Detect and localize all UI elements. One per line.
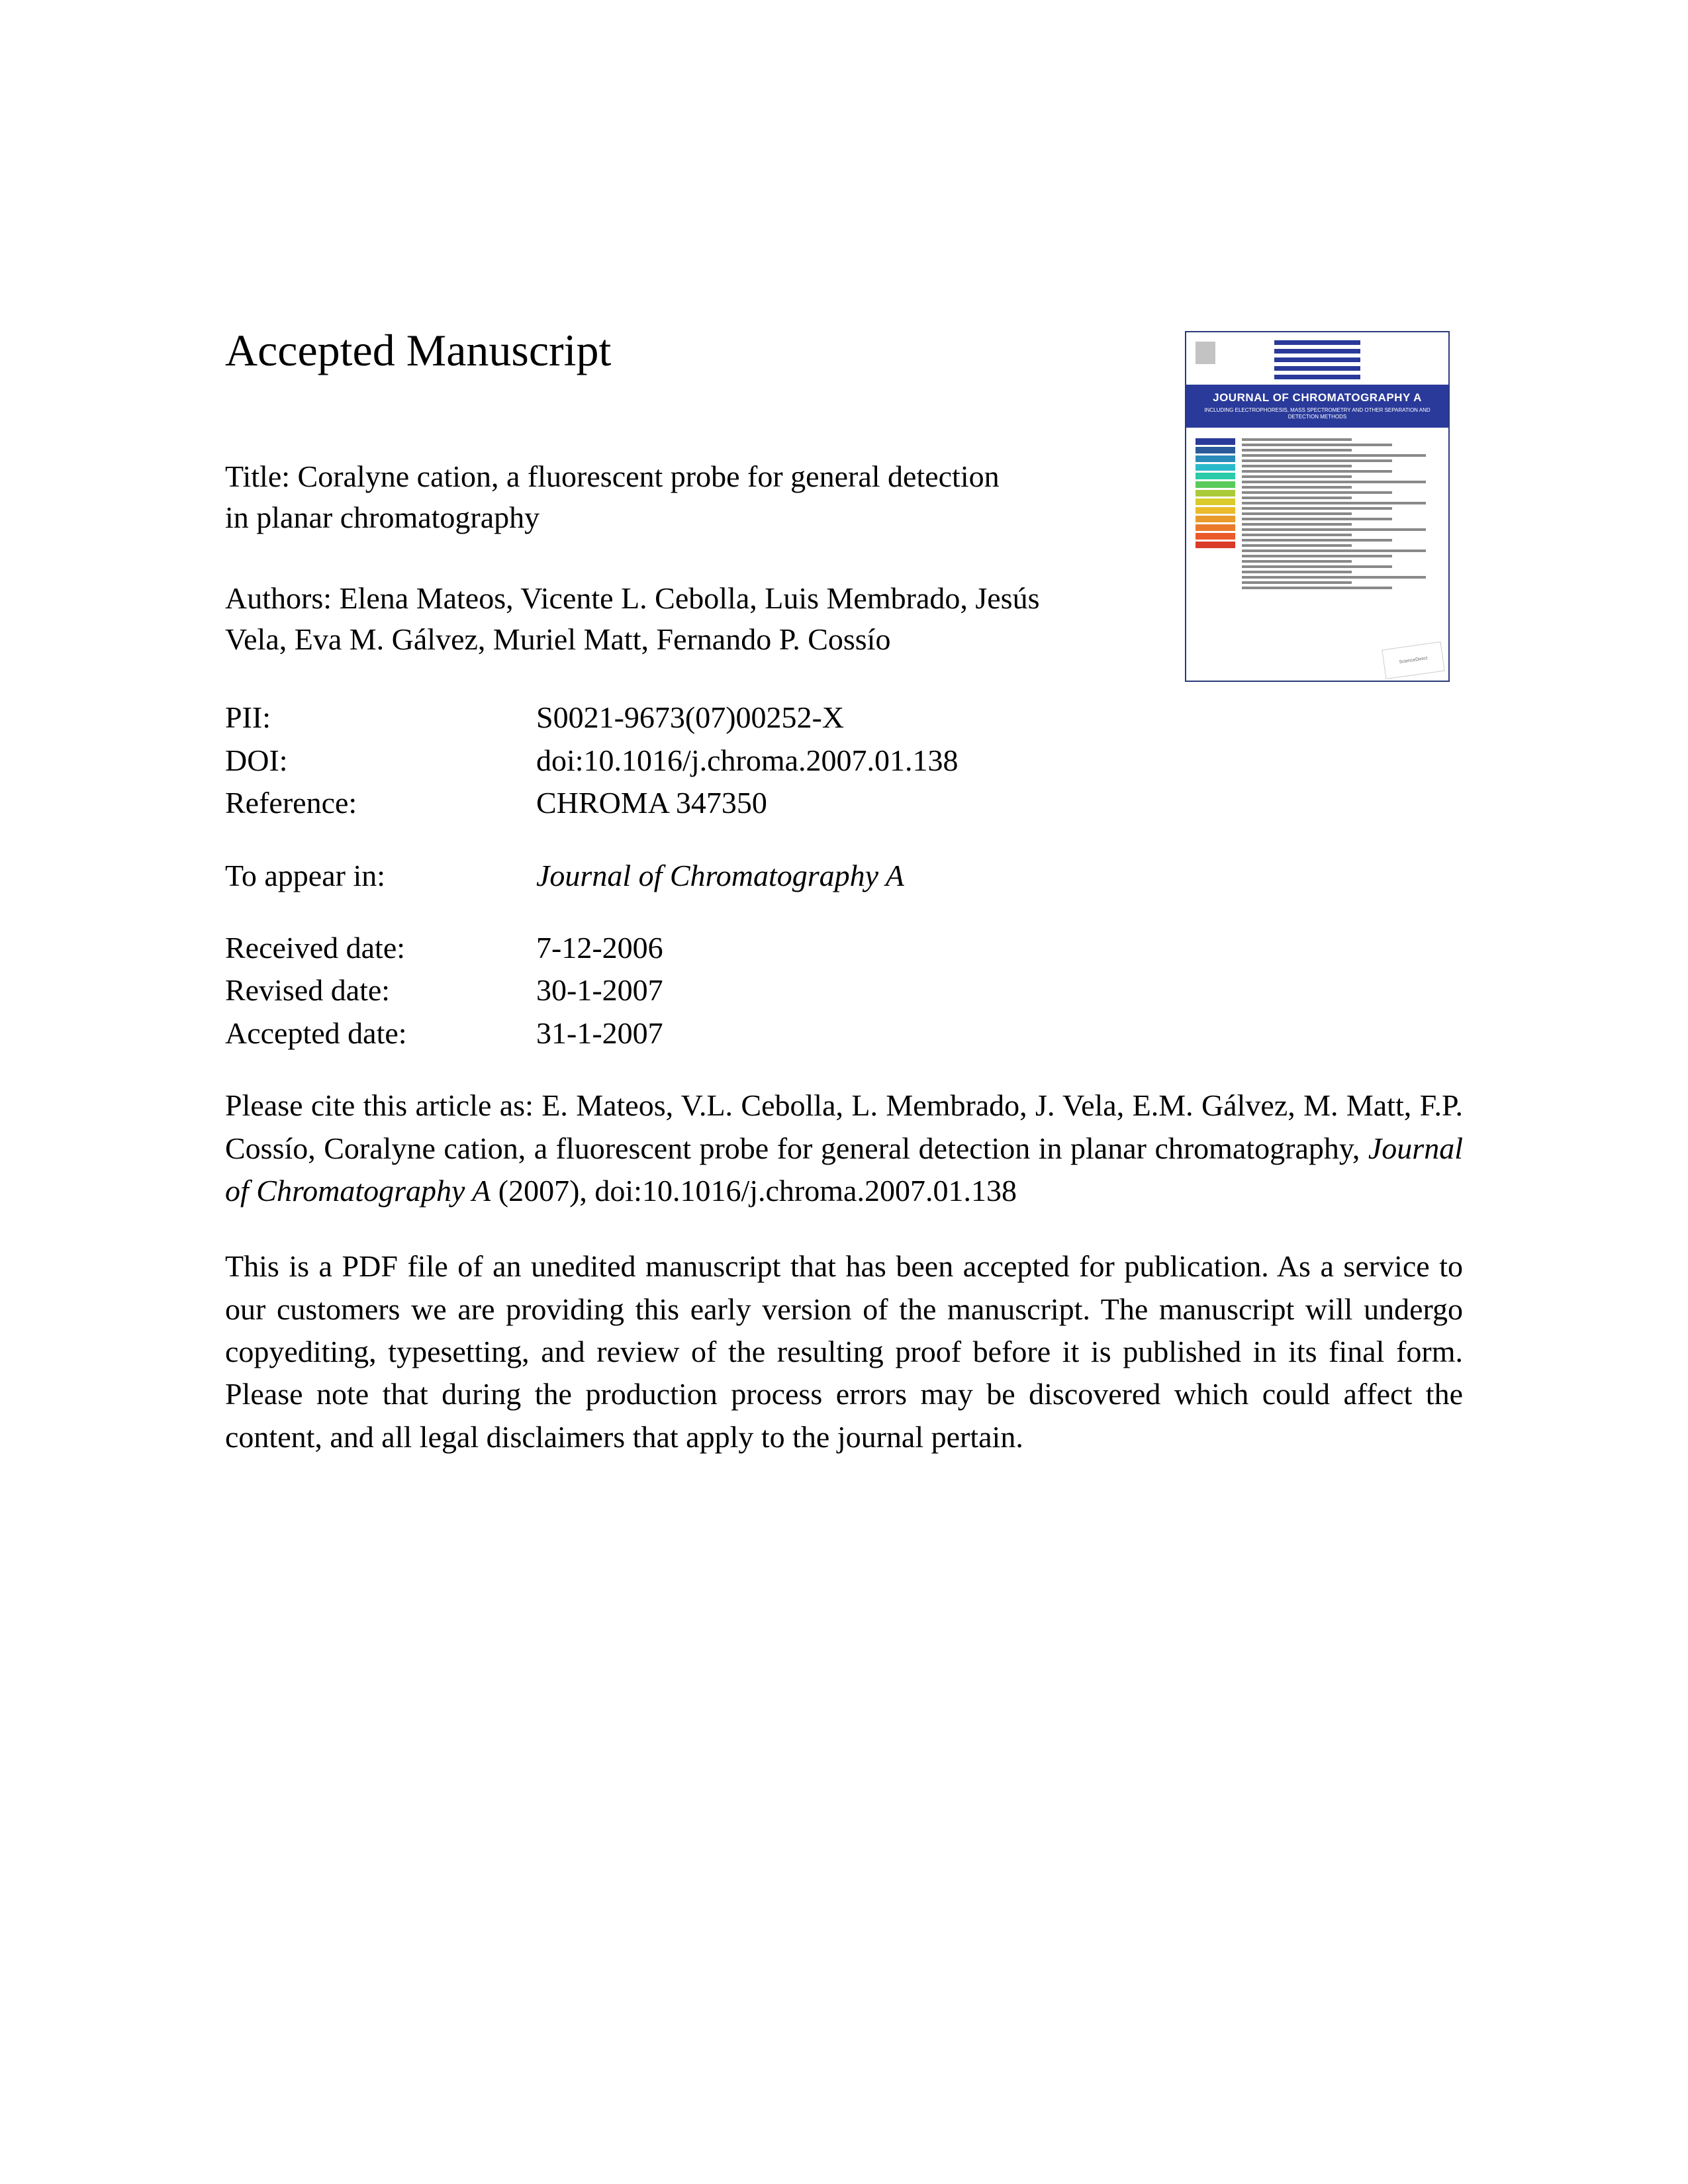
meta-row-doi: DOI: doi:10.1016/j.chroma.2007.01.138 xyxy=(225,739,1463,782)
cover-subtitle: INCLUDING ELECTROPHORESIS, MASS SPECTROM… xyxy=(1190,407,1444,420)
accepted-label: Accepted date: xyxy=(225,1012,536,1055)
spectrum-bar xyxy=(1196,533,1235,540)
spectrum-bar xyxy=(1196,542,1235,548)
elsevier-logo-icon xyxy=(1196,342,1215,364)
accepted-value: 31-1-2007 xyxy=(536,1012,663,1055)
cover-spectrum-bars xyxy=(1196,434,1235,653)
doi-label: DOI: xyxy=(225,739,536,782)
title-text: Coralyne cation, a fluorescent probe for… xyxy=(225,459,1000,534)
pii-value: S0021-9673(07)00252-X xyxy=(536,696,844,739)
pii-label: PII: xyxy=(225,696,536,739)
cover-title-band: JOURNAL OF CHROMATOGRAPHY A INCLUDING EL… xyxy=(1186,385,1448,428)
meta-row-accepted: Accepted date: 31-1-2007 xyxy=(225,1012,1463,1055)
title-label: Title: xyxy=(225,459,290,493)
meta-row-pii: PII: S0021-9673(07)00252-X xyxy=(225,696,1463,739)
authors-label: Authors: xyxy=(225,581,332,615)
spectrum-bar xyxy=(1196,447,1235,453)
spectrum-bar xyxy=(1196,524,1235,531)
cover-body xyxy=(1186,428,1448,659)
cover-top-bars xyxy=(1274,340,1360,379)
meta-row-appear: To appear in: Journal of Chromatography … xyxy=(225,855,1463,897)
meta-row-revised: Revised date: 30-1-2007 xyxy=(225,969,1463,1012)
citation-pre: Please cite this article as: E. Mateos, … xyxy=(225,1088,1463,1164)
revised-value: 30-1-2007 xyxy=(536,969,663,1012)
disclaimer-text: This is a PDF file of an unedited manusc… xyxy=(225,1245,1463,1458)
spectrum-bar xyxy=(1196,473,1235,479)
spectrum-bar xyxy=(1196,490,1235,497)
authors-text: Elena Mateos, Vicente L. Cebolla, Luis M… xyxy=(225,581,1039,656)
reference-value: CHROMA 347350 xyxy=(536,782,767,824)
journal-cover-thumbnail: JOURNAL OF CHROMATOGRAPHY A INCLUDING EL… xyxy=(1185,331,1450,682)
reference-label: Reference: xyxy=(225,782,536,824)
spectrum-bar xyxy=(1196,455,1235,462)
cover-header xyxy=(1186,332,1448,379)
appear-value: Journal of Chromatography A xyxy=(536,855,904,897)
spectrum-bar xyxy=(1196,507,1235,514)
spectrum-bar xyxy=(1196,516,1235,522)
received-label: Received date: xyxy=(225,927,536,969)
spectrum-bar xyxy=(1196,481,1235,488)
meta-row-received: Received date: 7-12-2006 xyxy=(225,927,1463,969)
authors-block: Authors: Elena Mateos, Vicente L. Ceboll… xyxy=(225,578,1086,660)
citation-text: Please cite this article as: E. Mateos, … xyxy=(225,1084,1463,1212)
citation-post: (2007), doi:10.1016/j.chroma.2007.01.138 xyxy=(491,1174,1017,1208)
cover-journal-title: JOURNAL OF CHROMATOGRAPHY A xyxy=(1190,391,1444,404)
spectrum-bar xyxy=(1196,438,1235,445)
metadata-table: PII: S0021-9673(07)00252-X DOI: doi:10.1… xyxy=(225,696,1463,1055)
received-value: 7-12-2006 xyxy=(536,927,663,969)
spectrum-bar xyxy=(1196,499,1235,505)
spectrum-bar xyxy=(1196,464,1235,471)
appear-label: To appear in: xyxy=(225,855,536,897)
meta-row-reference: Reference: CHROMA 347350 xyxy=(225,782,1463,824)
cover-toc-lines xyxy=(1242,434,1442,653)
title-block: Title: Coralyne cation, a fluorescent pr… xyxy=(225,456,1006,538)
doi-value: doi:10.1016/j.chroma.2007.01.138 xyxy=(536,739,959,782)
revised-label: Revised date: xyxy=(225,969,536,1012)
